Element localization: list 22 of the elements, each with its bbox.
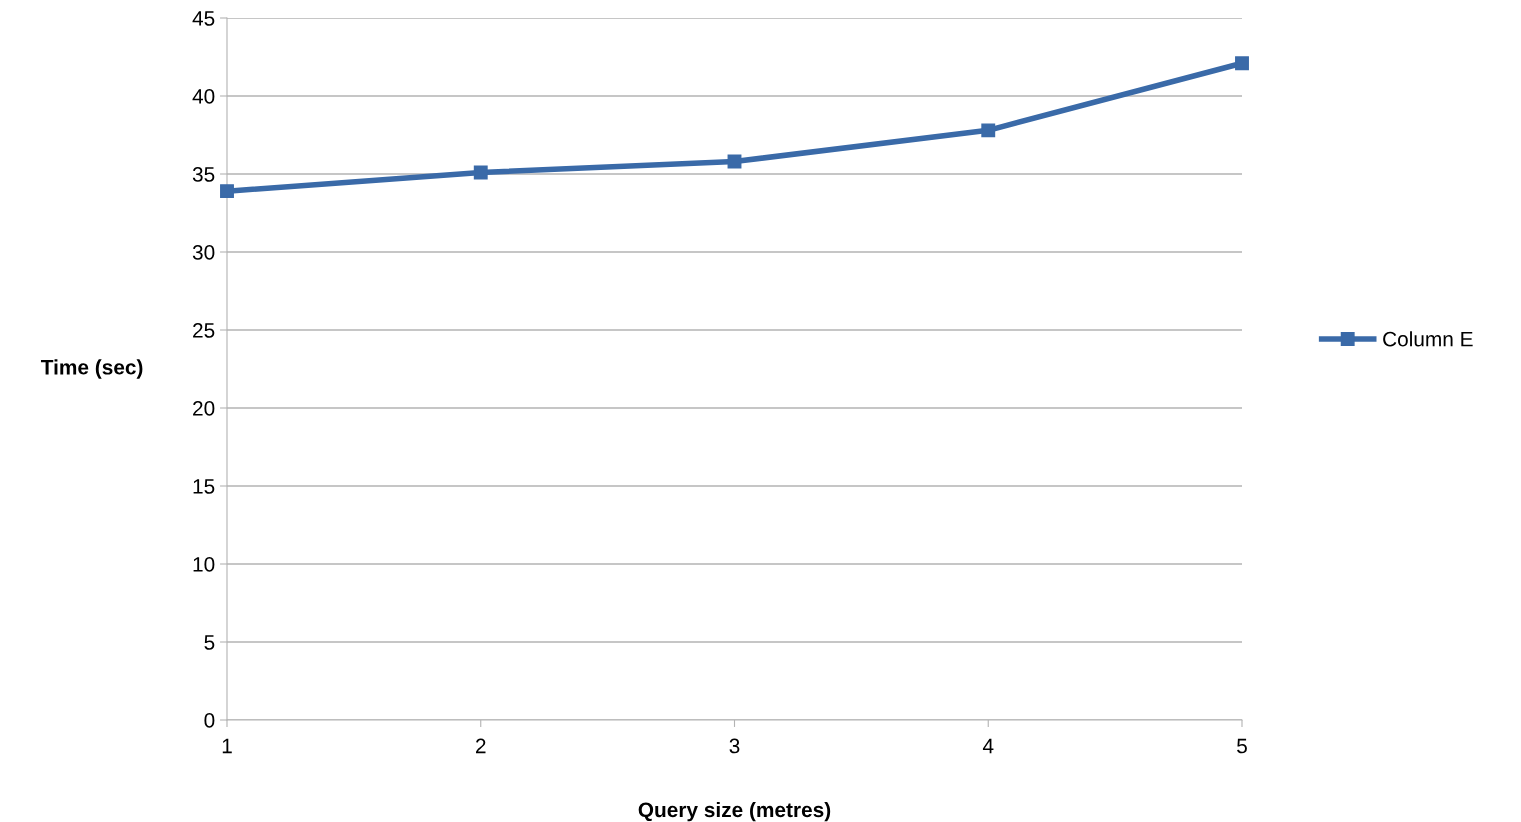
y-tick-label: 40 <box>192 89 215 104</box>
y-tick-label: 20 <box>193 401 215 416</box>
y-tick-label: 25 <box>193 323 215 338</box>
x-tick-label: 1 <box>222 738 232 754</box>
y-axis-title: Time (sec) <box>40 359 143 379</box>
y-tick-label: 10 <box>193 557 215 572</box>
y-tick-label: 15 <box>193 479 215 494</box>
point <box>220 184 234 199</box>
y-tick-label: 0 <box>204 713 215 728</box>
legend-label: Column E <box>1383 331 1473 347</box>
y-tick-label: 45 <box>192 11 215 26</box>
y-tick-label: 30 <box>192 245 215 260</box>
x-tick-label: 5 <box>1237 738 1247 754</box>
x-tick-label: 4 <box>982 738 994 754</box>
x-tick-label: 2 <box>476 738 486 754</box>
point <box>981 123 996 138</box>
y-tick-label: 35 <box>192 167 215 182</box>
x-tick-label: 3 <box>729 738 740 754</box>
x-axis-title: Query size (metres) <box>638 801 831 822</box>
point <box>473 165 488 180</box>
point <box>1235 56 1249 71</box>
y-tick-label: 5 <box>204 635 215 650</box>
